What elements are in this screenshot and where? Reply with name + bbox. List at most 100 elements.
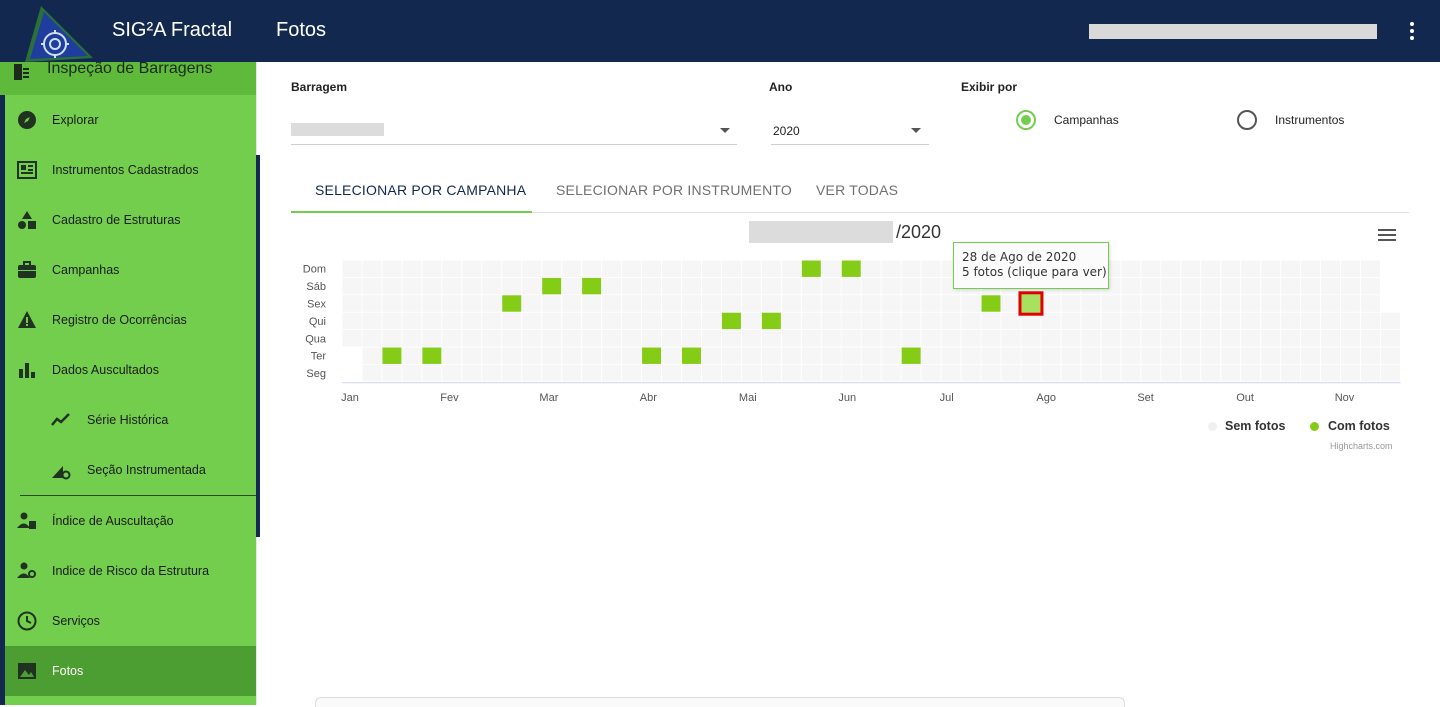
heatmap-empty-cell — [522, 347, 542, 364]
heatmap-empty-cell — [502, 312, 522, 330]
heatmap-empty-cell — [1261, 312, 1281, 330]
heatmap-empty-cell — [462, 260, 482, 277]
sidebar-item-registro-de-ocorrencias[interactable]: Registro de Ocorrências — [5, 295, 256, 345]
chart-credits[interactable]: Highcharts.com — [1330, 441, 1393, 451]
heatmap-photo-cell[interactable] — [582, 277, 602, 295]
heatmap-empty-cell — [861, 364, 881, 382]
heatmap-empty-cell — [342, 330, 362, 347]
sidebar-item-dados-auscultados[interactable]: Dados Auscultados — [5, 345, 256, 395]
heatmap-empty-cell — [881, 347, 901, 364]
sidebar-item-indice-de-risco[interactable]: Indice de Risco da Estrutura — [5, 546, 256, 596]
ano-select-value[interactable]: 2020 — [773, 124, 800, 138]
heatmap-empty-cell — [1141, 277, 1161, 295]
heatmap-empty-cell — [1341, 295, 1360, 312]
heatmap-photo-cell[interactable] — [681, 347, 701, 364]
heatmap-empty-cell — [1221, 260, 1241, 277]
heatmap-empty-cell — [442, 364, 462, 382]
legend-com-fotos[interactable]: Com fotos — [1328, 419, 1390, 433]
heatmap-empty-cell — [342, 260, 362, 277]
heatmap-empty-cell — [1181, 312, 1201, 330]
barragem-dropdown-caret-icon[interactable] — [720, 128, 730, 133]
sidebar-item-instrumentos-cadastrados[interactable]: Instrumentos Cadastrados — [5, 145, 256, 195]
sidebar-item-fotos[interactable]: Fotos — [5, 646, 256, 696]
heatmap-empty-cell — [1321, 277, 1340, 295]
sidebar: Inspeção de Barragens Explorar Instrumen… — [0, 60, 256, 705]
heatmap-empty-cell — [721, 347, 741, 364]
heatmap-empty-cell — [1301, 364, 1321, 382]
heatmap-empty-cell — [482, 260, 502, 277]
heatmap-photo-cell[interactable] — [841, 260, 861, 277]
heatmap-empty-cell — [602, 277, 622, 295]
heatmap-empty-cell — [821, 277, 841, 295]
tab-ver-todas[interactable]: VER TODAS — [816, 182, 899, 198]
heatmap-empty-cell — [602, 330, 622, 347]
heatmap-photo-cell[interactable] — [721, 312, 741, 330]
heatmap-photo-cell[interactable] — [642, 347, 662, 364]
heatmap-photo-cell[interactable] — [422, 347, 442, 364]
heatmap-photo-cell[interactable] — [801, 260, 821, 277]
heatmap-empty-cell — [582, 295, 602, 312]
radio-campanhas[interactable] — [1016, 110, 1036, 130]
heatmap-empty-cell — [861, 277, 881, 295]
tab-selecionar-por-campanha[interactable]: SELECIONAR POR CAMPANHA — [315, 182, 527, 198]
radio-campanhas-label[interactable]: Campanhas — [1054, 113, 1119, 127]
tab-selecionar-por-instrumento[interactable]: SELECIONAR POR INSTRUMENTO — [556, 182, 792, 198]
ano-dropdown-caret-icon[interactable] — [911, 128, 921, 133]
heatmap-empty-cell — [522, 330, 542, 347]
barragem-label: Barragem — [291, 80, 348, 94]
heatmap-empty-cell — [1081, 312, 1101, 330]
heatmap-empty-cell — [502, 364, 522, 382]
sidebar-item-cadastro-de-estruturas[interactable]: Cadastro de Estruturas — [5, 195, 256, 245]
heatmap-photo-cell[interactable] — [981, 295, 1001, 312]
heatmap-empty-cell — [1321, 347, 1340, 364]
heatmap-photo-cell[interactable] — [901, 347, 921, 364]
heatmap-empty-cell — [642, 260, 662, 277]
heatmap-empty-cell — [721, 364, 741, 382]
heatmap-photo-cell[interactable] — [761, 312, 781, 330]
heatmap-photo-cell[interactable] — [542, 277, 562, 295]
heatmap-empty-cell — [741, 330, 761, 347]
heatmap-empty-cell — [941, 330, 961, 347]
chart-title-redacted — [749, 221, 893, 243]
heatmap-empty-cell — [1181, 347, 1201, 364]
radio-instrumentos-label[interactable]: Instrumentos — [1275, 113, 1345, 127]
x-axis-month-label: Abr — [640, 392, 657, 404]
sidebar-item-campanhas[interactable]: Campanhas — [5, 245, 256, 295]
radio-instrumentos[interactable] — [1237, 110, 1257, 130]
heatmap-empty-cell — [662, 364, 681, 382]
sidebar-item-indice-de-auscultacao[interactable]: Índice de Auscultação — [5, 496, 256, 546]
heatmap-photo-cell[interactable] — [382, 347, 402, 364]
sidebar-scrollbar[interactable] — [256, 155, 260, 537]
sidebar-item-servicos[interactable]: Serviços — [5, 596, 256, 646]
heatmap-empty-cell — [761, 364, 781, 382]
heatmap-empty-cell — [642, 312, 662, 330]
heatmap-empty-cell — [482, 295, 502, 312]
heatmap-empty-cell — [602, 312, 622, 330]
heatmap-empty-cell — [1201, 295, 1221, 312]
document-list-icon — [14, 64, 29, 80]
sidebar-item-serie-historica[interactable]: Série Histórica — [5, 395, 256, 445]
heatmap-hovered-cell[interactable] — [1018, 291, 1044, 316]
heatmap-photo-cell[interactable] — [502, 295, 522, 312]
ano-select[interactable] — [771, 144, 929, 145]
page-title: Fotos — [276, 19, 327, 41]
sidebar-item-explorar[interactable]: Explorar — [5, 95, 256, 145]
barragem-select[interactable] — [291, 144, 737, 145]
heatmap-empty-cell — [841, 277, 861, 295]
heatmap-empty-cell — [761, 347, 781, 364]
sidebar-item-secao-instrumentada[interactable]: Seção Instrumentada — [5, 445, 256, 495]
heatmap-empty-cell — [881, 312, 901, 330]
legend-sem-fotos[interactable]: Sem fotos — [1225, 419, 1286, 433]
heatmap-empty-cell — [402, 277, 422, 295]
heatmap-empty-cell — [1041, 347, 1061, 364]
heatmap-empty-cell — [1201, 277, 1221, 295]
chart-menu-icon[interactable] — [1378, 229, 1396, 243]
heatmap-empty-cell — [921, 277, 941, 295]
heatmap-empty-cell — [542, 260, 562, 277]
sidebar-divider — [20, 495, 256, 496]
more-vert-icon[interactable] — [1402, 20, 1422, 42]
app-logo-icon[interactable] — [22, 6, 100, 84]
heatmap-empty-cell — [881, 330, 901, 347]
sidebar-item-label: Fotos — [52, 664, 84, 678]
y-axis-label: Qui — [309, 316, 326, 328]
